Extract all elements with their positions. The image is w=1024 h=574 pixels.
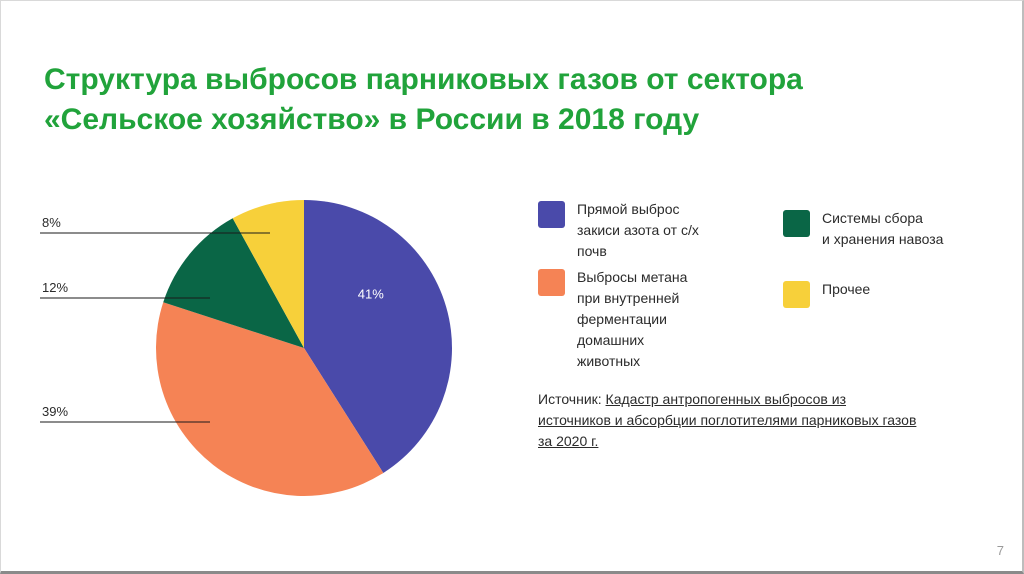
title-line-1: Структура выбросов парниковых газов от с… <box>44 63 803 96</box>
source-note: Источник: Кадастр антропогенных выбросов… <box>538 389 918 452</box>
pie-slice <box>163 218 304 348</box>
page-number: 7 <box>996 543 1004 558</box>
legend-swatch <box>783 210 810 237</box>
pie-slice <box>232 200 304 348</box>
source-label: Источник: <box>538 391 602 407</box>
data-label: 39% <box>42 404 68 419</box>
legend-item-nitrous-oxide: Прямой выброс закиси азота от с/х почв <box>538 199 699 262</box>
slide-title: Структура выбросов парниковых газов от с… <box>44 60 944 140</box>
legend-label: Выбросы метана при внутренней ферментаци… <box>577 269 688 369</box>
legend-swatch <box>538 201 565 228</box>
data-label: 12% <box>42 280 68 295</box>
pie-slice <box>304 200 452 473</box>
data-label: 8% <box>42 215 61 230</box>
legend-label: Прочее <box>822 281 871 297</box>
legend-item-manure: Системы сбора и хранения навоза <box>783 208 943 250</box>
legend-swatch <box>538 269 565 296</box>
source-link[interactable]: Кадастр антропогенных выбросов из источн… <box>538 391 917 449</box>
pie-slice <box>155 302 384 496</box>
legend-label: Системы сбора и хранения навоза <box>822 210 944 247</box>
legend-label: Прямой выброс закиси азота от с/х почв <box>577 201 699 259</box>
legend-item-other: Прочее <box>783 279 870 308</box>
title-line-2: «Сельское хозяйство» в России в 2018 год… <box>44 103 700 136</box>
legend-swatch <box>783 281 810 308</box>
data-label: 41% <box>358 287 384 302</box>
legend-item-methane: Выбросы метана при внутренней ферментаци… <box>538 267 687 372</box>
